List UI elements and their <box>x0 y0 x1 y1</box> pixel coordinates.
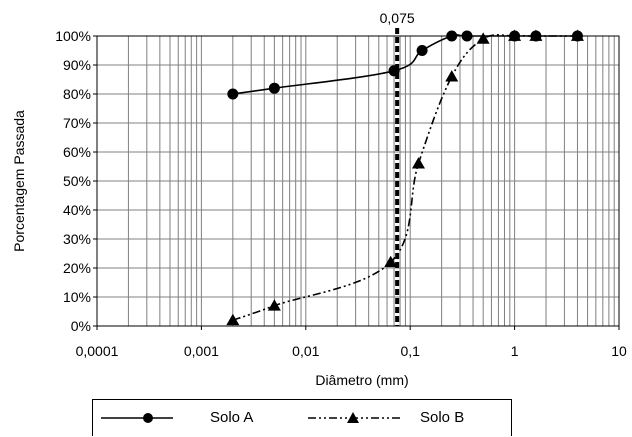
y-tick-label: 40% <box>63 202 91 218</box>
y-tick-label: 30% <box>63 231 91 247</box>
y-tick-label: 10% <box>63 289 91 305</box>
y-tick-label: 70% <box>63 115 91 131</box>
data-point-solo-a <box>388 65 400 77</box>
x-axis-ticks: 0,0001 0,001 0,01 0,1 1 10 <box>76 326 627 359</box>
x-axis-title: Diâmetro (mm) <box>315 372 408 388</box>
x-tick-label: 0,1 <box>400 343 420 359</box>
series-line-solo-b <box>232 34 578 321</box>
legend-label-solo-a: Solo A <box>210 409 254 426</box>
legend-label-solo-b: Solo B <box>420 409 465 426</box>
legend: Solo A Solo B <box>92 399 512 436</box>
y-tick-label: 80% <box>63 86 91 102</box>
data-point-solo-b <box>476 32 490 44</box>
legend-marker-solo-a <box>143 413 153 423</box>
data-point-solo-b <box>226 313 240 326</box>
data-point-solo-b <box>508 29 522 41</box>
y-tick-label: 0% <box>71 318 91 334</box>
data-point-solo-b <box>445 70 459 82</box>
data-point-solo-a <box>461 30 473 42</box>
data-point-solo-b <box>267 299 281 311</box>
data-point-solo-a <box>268 82 280 94</box>
data-point-solo-b <box>529 29 543 41</box>
data-point-solo-a <box>416 45 428 56</box>
grid <box>96 36 619 326</box>
y-tick-label: 90% <box>63 57 91 73</box>
data-point-solo-b <box>384 255 398 268</box>
x-tick-label: 10 <box>611 343 627 359</box>
x-tick-label: 0,001 <box>184 343 219 359</box>
data-point-solo-a <box>446 30 458 42</box>
series-markers <box>226 29 584 326</box>
y-tick-label: 50% <box>63 173 91 189</box>
reference-line-label: 0,075 <box>380 10 415 26</box>
y-axis-ticks: 0% 10% 20% 30% 40% 50% 60% 70% 80% 90% 100% <box>55 28 97 334</box>
y-tick-label: 100% <box>55 28 91 44</box>
data-point-solo-b <box>570 29 584 41</box>
legend-symbols <box>101 412 403 423</box>
x-tick-label: 0,0001 <box>76 343 119 359</box>
data-point-solo-b <box>411 157 425 169</box>
y-tick-label: 20% <box>63 260 91 276</box>
x-tick-label: 0,01 <box>292 343 319 359</box>
data-point-solo-a <box>227 88 239 100</box>
y-axis-title: Porcentagem Passada <box>11 110 27 252</box>
legend-marker-solo-b <box>347 412 359 423</box>
x-tick-label: 1 <box>511 343 519 359</box>
y-tick-label: 60% <box>63 144 91 160</box>
